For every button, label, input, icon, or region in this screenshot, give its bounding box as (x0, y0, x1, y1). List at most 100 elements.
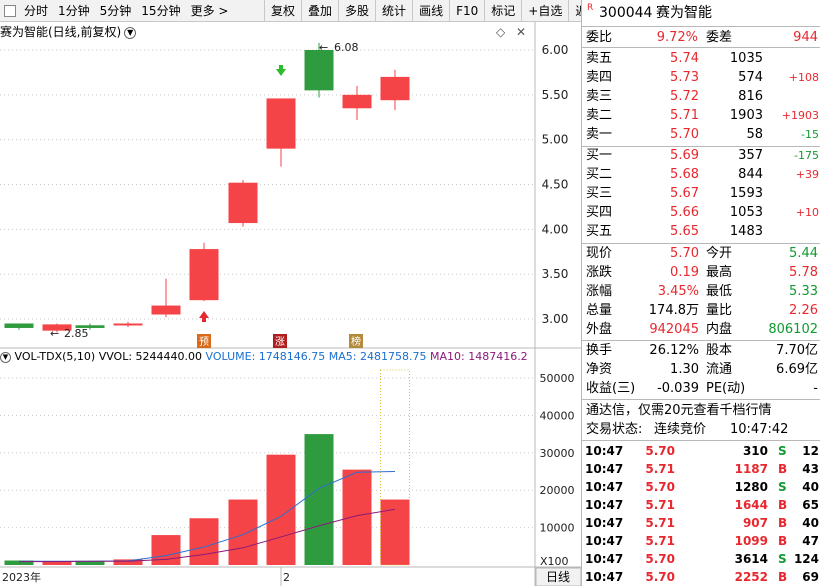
candle-body (42, 324, 72, 331)
price-tick-label: 3.50 (542, 267, 569, 281)
close-icon[interactable]: ✕ (516, 25, 527, 39)
period-button[interactable]: 日线 (546, 570, 570, 584)
price-tick-label: 4.00 (542, 222, 569, 236)
tab-5min[interactable]: 5分钟 (99, 3, 132, 18)
trade-volume: 310 (742, 444, 768, 458)
ask-row[interactable]: 卖四 5.73 574 +108 (582, 68, 820, 87)
volume-value: VOLUME: 1748146.75 (205, 350, 326, 363)
fund-value: 7.70亿 (776, 343, 818, 358)
ask-row[interactable]: 卖二 5.71 1903 +1903 (582, 106, 820, 125)
bid-row[interactable]: 买四 5.66 1053 +10 (582, 203, 820, 222)
event-marker-label: 预 (199, 336, 209, 348)
f10-button[interactable]: F10 (449, 0, 484, 22)
tab-15min[interactable]: 15分钟 (141, 3, 181, 18)
event-marker-label: 榜 (351, 335, 361, 348)
x-label-month: 2 (283, 571, 290, 584)
bid-row[interactable]: 买五 5.65 1483 (582, 222, 820, 241)
multi-stock-button[interactable]: 多股 (338, 0, 375, 22)
candle-body (228, 182, 258, 224)
stat-label: 内盘 (706, 322, 733, 337)
candle-body (4, 323, 34, 328)
bid-volume: 357 (738, 148, 763, 163)
kline-chart[interactable]: 6.00 5.50 5.00 4.50 4.00 3.50 3.00 6.08 ← 2.85 ← 预 涨… (0, 0, 581, 586)
trade-side: B (778, 462, 788, 476)
stat-label: 最低 (706, 284, 733, 299)
stats-button[interactable]: 统计 (375, 0, 412, 22)
ask-price: 5.70 (670, 127, 699, 142)
add-watchlist-button[interactable]: +自选 (521, 0, 568, 22)
trade-side: S (778, 444, 787, 458)
fuquan-button[interactable]: 复权 (264, 0, 301, 22)
mark-button[interactable]: 标记 (484, 0, 521, 22)
chart-title[interactable]: 赛为智能(日线,前复权) ▼ (0, 23, 137, 41)
trade-side: B (778, 534, 788, 548)
high-price-label: 6.08 (334, 41, 359, 54)
trade-price: 5.70 (645, 570, 675, 584)
bid-volume: 1053 (729, 205, 763, 220)
bid-row[interactable]: 买二 5.68 844 +39 (582, 165, 820, 184)
trade-side: S (778, 552, 787, 566)
trade-row: 10:47 5.71 907 B 40 (582, 514, 820, 532)
trade-price: 5.70 (645, 552, 675, 566)
volume-tick-label: 40000 (540, 409, 575, 422)
fund-label: PE(动) (706, 381, 746, 396)
trade-time: 10:47 (585, 480, 624, 494)
stat-label: 涨跌 (586, 265, 613, 280)
trade-volume: 1099 (734, 534, 768, 548)
tab-fenshi[interactable]: 分时 (24, 3, 49, 18)
ask-volume: 574 (738, 70, 763, 85)
bid-row[interactable]: 买三 5.67 1593 (582, 184, 820, 203)
trade-count: 65 (802, 498, 819, 512)
bid-row[interactable]: 买一 5.69 357 -175 (582, 146, 820, 165)
trade-count: 69 (802, 570, 819, 584)
chevron-down-icon[interactable]: ▼ (124, 26, 137, 39)
event-marker-box (197, 334, 211, 348)
vvol-value: VVOL: 5244440.00 (98, 350, 203, 363)
stock-name: 赛为智能 (656, 5, 712, 21)
chevron-down-icon[interactable]: ▼ (0, 351, 11, 363)
overlay-button[interactable]: 叠加 (301, 0, 338, 22)
tab-1min[interactable]: 1分钟 (58, 3, 90, 18)
stat-row: 涨跌 0.19 最高 5.78 (582, 263, 820, 282)
stat-value: 3.45% (657, 284, 699, 299)
bid-price: 5.69 (670, 148, 699, 163)
weibi-value: 9.72% (656, 30, 698, 45)
trade-price: 5.70 (645, 444, 675, 458)
candle-body (380, 76, 410, 101)
stat-value: 0.19 (670, 265, 699, 280)
ask-row[interactable]: 卖五 5.74 1035 (582, 49, 820, 68)
ask-row[interactable]: 卖一 5.70 58 -15 (582, 125, 820, 144)
toolbar-checkbox[interactable] (4, 4, 16, 17)
bid-volume: 1593 (729, 186, 763, 201)
stat-label: 总量 (586, 303, 613, 318)
ask-label: 卖四 (586, 70, 613, 85)
candle-body (304, 50, 334, 91)
tab-more[interactable]: 更多 > (190, 3, 229, 18)
candle-body (266, 98, 296, 149)
trade-time: 10:47 (585, 570, 624, 584)
bid-change: -175 (794, 149, 819, 162)
trade-time: 10:47 (585, 534, 624, 548)
trade-row: 10:47 5.71 1187 B 43 (582, 460, 820, 478)
status-time: 10:47:42 (730, 422, 789, 437)
trade-count: 40 (802, 480, 819, 494)
volume-bar (75, 560, 105, 565)
notice-text[interactable]: 通达信，仅需20元查看千档行情 (586, 403, 772, 418)
ask-row[interactable]: 卖三 5.72 816 (582, 87, 820, 106)
ask-label: 卖三 (586, 89, 613, 104)
notice-row[interactable]: 通达信，仅需20元查看千档行情 (582, 401, 820, 420)
period-button-bg (535, 567, 581, 586)
ask-change: +1903 (781, 109, 819, 122)
x-label-year: 2023年 (2, 570, 41, 584)
candle-body (113, 323, 143, 326)
bid-label: 买三 (586, 186, 613, 201)
trade-row: 10:47 5.71 1644 B 65 (582, 496, 820, 514)
trade-row: 10:47 5.71 1099 B 47 (582, 532, 820, 550)
diamond-icon[interactable]: ◇ (496, 25, 506, 39)
volume-bar (4, 560, 34, 565)
draw-line-button[interactable]: 画线 (412, 0, 449, 22)
bid-price: 5.65 (670, 224, 699, 239)
bid-price: 5.66 (670, 205, 699, 220)
stat-label: 现价 (586, 246, 613, 261)
trade-side: B (778, 570, 788, 584)
